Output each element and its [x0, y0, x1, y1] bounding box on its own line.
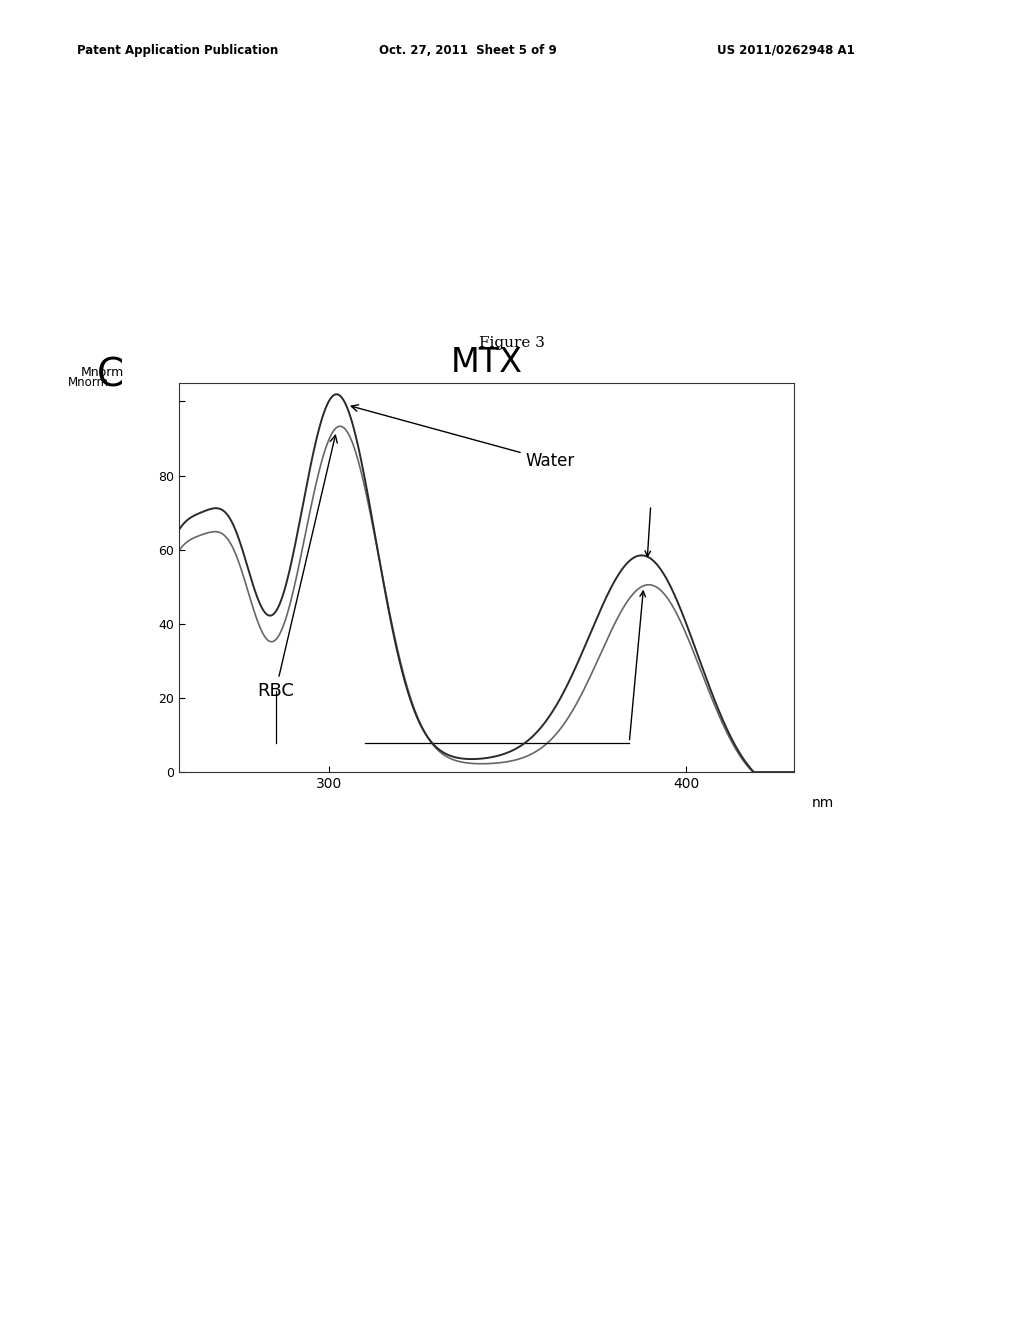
Text: Mnorm: Mnorm	[81, 366, 124, 379]
Text: Figure 3: Figure 3	[479, 335, 545, 350]
Text: C: C	[97, 356, 124, 395]
Text: Oct. 27, 2011  Sheet 5 of 9: Oct. 27, 2011 Sheet 5 of 9	[379, 44, 557, 57]
Text: nm: nm	[812, 796, 835, 809]
Text: US 2011/0262948 A1: US 2011/0262948 A1	[717, 44, 855, 57]
Text: Water: Water	[351, 405, 574, 470]
Text: RBC: RBC	[257, 436, 337, 700]
Text: Patent Application Publication: Patent Application Publication	[77, 44, 279, 57]
Title: MTX: MTX	[451, 346, 522, 379]
Text: Mnorm: Mnorm	[68, 376, 109, 389]
